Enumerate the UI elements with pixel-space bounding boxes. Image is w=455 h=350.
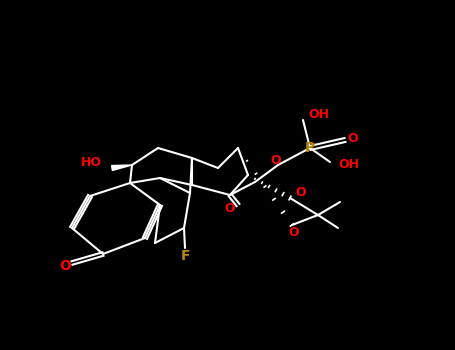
Polygon shape	[111, 165, 132, 170]
Text: O: O	[288, 226, 299, 239]
Text: O: O	[348, 132, 359, 145]
Text: P: P	[305, 141, 315, 155]
Text: HO: HO	[81, 156, 102, 169]
Text: O: O	[225, 202, 235, 215]
Text: O: O	[59, 259, 71, 273]
Text: OH: OH	[338, 159, 359, 172]
Text: O: O	[271, 154, 281, 167]
Text: F: F	[180, 249, 190, 263]
Text: OH: OH	[308, 108, 329, 121]
Text: O: O	[295, 187, 306, 199]
